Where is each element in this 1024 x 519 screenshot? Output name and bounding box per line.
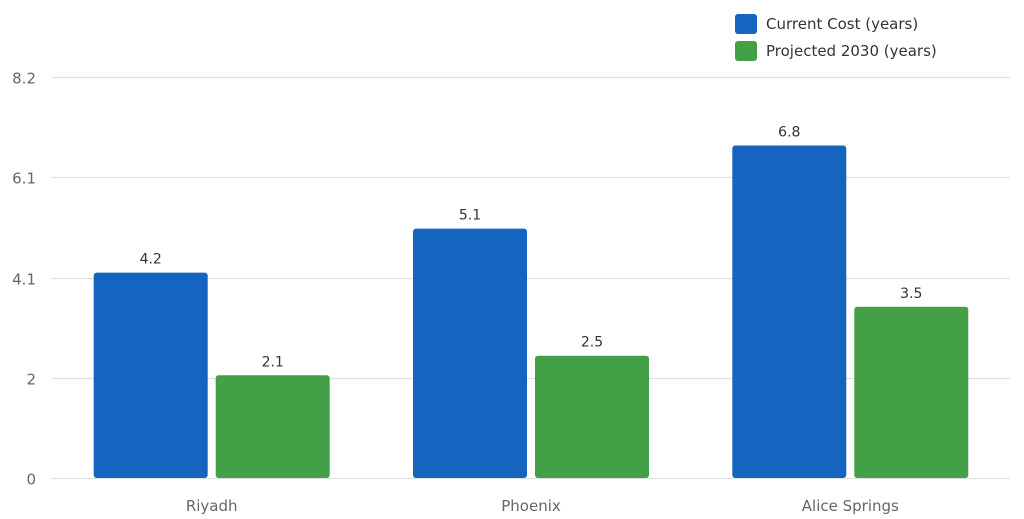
legend-swatch-current-cost	[735, 14, 757, 34]
y-axis-ticks: 0 2 4.1 6.1 8.2	[12, 70, 36, 489]
x-tick-label-riyadh: Riyadh	[186, 497, 238, 515]
y-tick-label-3: 6.1	[12, 170, 36, 188]
legend: Current Cost (years) Projected 2030 (yea…	[735, 14, 937, 68]
grid-lines	[52, 76, 1010, 480]
y-tick-label-0: 0	[26, 471, 36, 489]
data-label-alice-springs-series-1: 3.5	[900, 286, 922, 302]
bars	[93, 145, 969, 479]
bar-alice-springs-series-0[interactable]	[732, 145, 847, 479]
legend-label-current-cost: Current Cost (years)	[766, 15, 919, 33]
bar-phoenix-series-0[interactable]	[413, 228, 527, 478]
y-tick-label-4: 8.2	[12, 70, 36, 88]
data-label-alice-springs-series-0: 6.8	[778, 125, 800, 141]
data-label-phoenix-series-1: 2.5	[581, 335, 603, 351]
bar-alice-springs-series-1[interactable]	[854, 306, 969, 478]
x-axis-ticks: Riyadh Phoenix Alice Springs	[186, 497, 899, 515]
legend-item-projected-2030[interactable]: Projected 2030 (years)	[735, 41, 937, 61]
data-label-riyadh-series-0: 4.2	[140, 252, 162, 268]
bar-riyadh-series-1[interactable]	[215, 375, 330, 478]
legend-item-current-cost[interactable]: Current Cost (years)	[735, 14, 937, 34]
x-tick-label-phoenix: Phoenix	[501, 497, 561, 515]
y-tick-label-1: 2	[26, 371, 36, 389]
y-tick-label-2: 4.1	[12, 271, 36, 289]
legend-label-projected-2030: Projected 2030 (years)	[766, 42, 937, 60]
legend-swatch-projected-2030	[735, 41, 757, 61]
data-labels: 4.2 2.1 5.1 2.5 6.8 3.5	[140, 125, 923, 371]
bar-phoenix-series-1[interactable]	[535, 355, 649, 478]
bar-riyadh-series-0[interactable]	[93, 272, 208, 478]
data-label-riyadh-series-1: 2.1	[262, 354, 284, 370]
data-label-phoenix-series-0: 5.1	[459, 208, 481, 224]
x-tick-label-alice-springs: Alice Springs	[802, 497, 899, 515]
